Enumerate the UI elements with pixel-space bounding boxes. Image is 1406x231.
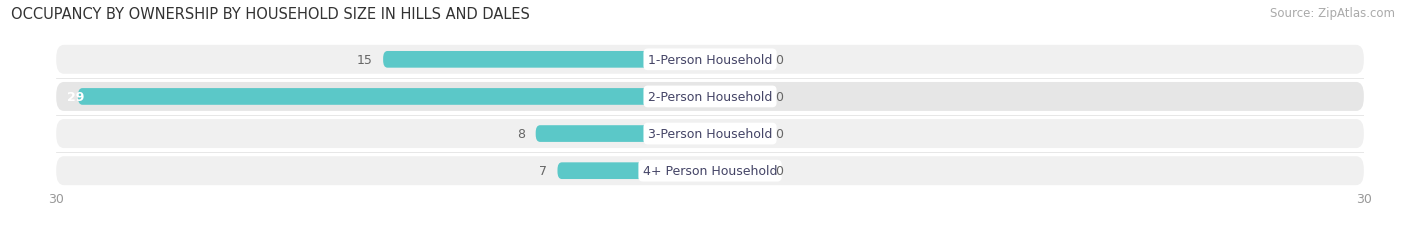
- FancyBboxPatch shape: [56, 46, 1364, 74]
- Text: 2-Person Household: 2-Person Household: [648, 91, 772, 103]
- FancyBboxPatch shape: [56, 120, 1364, 148]
- FancyBboxPatch shape: [710, 163, 765, 179]
- Text: 0: 0: [776, 54, 783, 67]
- FancyBboxPatch shape: [79, 89, 710, 105]
- FancyBboxPatch shape: [710, 89, 765, 105]
- Text: 8: 8: [517, 128, 524, 140]
- FancyBboxPatch shape: [710, 52, 765, 68]
- FancyBboxPatch shape: [56, 83, 1364, 111]
- Text: 0: 0: [776, 164, 783, 177]
- FancyBboxPatch shape: [536, 126, 710, 142]
- FancyBboxPatch shape: [56, 157, 1364, 185]
- Text: 15: 15: [356, 54, 373, 67]
- Text: 3-Person Household: 3-Person Household: [648, 128, 772, 140]
- FancyBboxPatch shape: [558, 163, 710, 179]
- Text: 29: 29: [67, 91, 84, 103]
- Text: 7: 7: [538, 164, 547, 177]
- Text: 0: 0: [776, 128, 783, 140]
- Text: 4+ Person Household: 4+ Person Household: [643, 164, 778, 177]
- FancyBboxPatch shape: [382, 52, 710, 68]
- Text: 0: 0: [776, 91, 783, 103]
- Text: Source: ZipAtlas.com: Source: ZipAtlas.com: [1270, 7, 1395, 20]
- Text: OCCUPANCY BY OWNERSHIP BY HOUSEHOLD SIZE IN HILLS AND DALES: OCCUPANCY BY OWNERSHIP BY HOUSEHOLD SIZE…: [11, 7, 530, 22]
- Text: 1-Person Household: 1-Person Household: [648, 54, 772, 67]
- FancyBboxPatch shape: [710, 126, 765, 142]
